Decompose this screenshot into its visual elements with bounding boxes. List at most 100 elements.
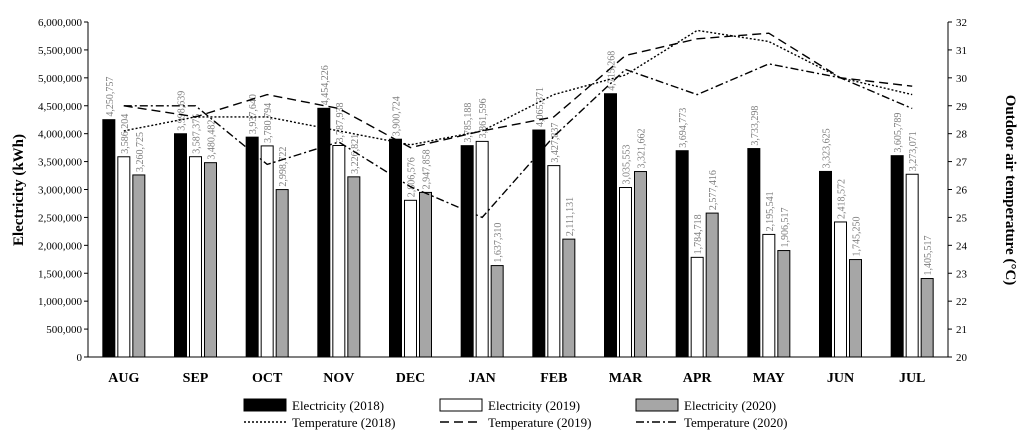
bar-value-label: 3,321,662 <box>637 129 648 169</box>
y-tick-label: 5,000,000 <box>38 73 83 85</box>
y-axis-label: Electricity (kWh) <box>11 134 27 246</box>
bar <box>747 148 761 358</box>
legend-swatch <box>439 398 483 412</box>
y-tick-label: 0 <box>77 352 83 364</box>
y-tick-label: 500,000 <box>46 324 82 336</box>
bar-value-label: 1,637,310 <box>493 223 504 263</box>
bar-labels: 4,250,757 3,998,639 3,937,640 4,454,226 3,90… <box>105 51 934 276</box>
y2-tick-label: 24 <box>956 240 968 252</box>
bar <box>532 129 546 358</box>
bar <box>819 170 832 358</box>
bar-value-label: 3,035,553 <box>622 145 633 185</box>
bar <box>174 133 187 358</box>
bar <box>389 138 402 358</box>
y2-tick-label: 26 <box>956 185 968 197</box>
bar <box>834 221 847 358</box>
legend-label: Temperature (2018) <box>292 415 395 430</box>
bar-value-label: 3,586,204 <box>120 114 131 154</box>
y2-tick-label: 31 <box>956 45 967 57</box>
bar-value-label: 3,861,596 <box>478 98 489 138</box>
x-tick-label: FEB <box>540 371 567 386</box>
legend-swatch <box>243 398 287 412</box>
bar-value-label: 3,226,821 <box>350 134 361 174</box>
bar-value-label: 2,806,576 <box>407 157 418 197</box>
bar <box>204 162 217 358</box>
bar-value-label: 3,427,837 <box>550 123 561 163</box>
legend-label: Electricity (2018) <box>292 398 384 413</box>
bar <box>890 155 904 358</box>
bar <box>634 171 647 358</box>
bar-value-label: 3,937,640 <box>248 94 259 134</box>
bar-value-label: 1,906,517 <box>780 208 791 248</box>
bar-value-label: 4,065,371 <box>535 87 546 127</box>
temperature-line <box>123 29 913 146</box>
bar <box>404 199 417 358</box>
axes: 0 500,000 1,000,000 1,500,000 2,000,000 2,500… <box>38 17 968 364</box>
y2-tick-label: 23 <box>956 268 968 280</box>
bar-value-label: 2,195,541 <box>765 191 776 231</box>
bar <box>604 93 617 358</box>
bar <box>460 145 474 358</box>
temperature-line <box>123 32 913 149</box>
bar-value-label: 3,605,789 <box>893 113 904 153</box>
temperature-lines <box>123 29 913 219</box>
bar <box>619 187 632 358</box>
y-tick-label: 2,500,000 <box>38 212 83 224</box>
bar-value-label: 3,780,794 <box>263 103 274 143</box>
bar <box>705 212 719 358</box>
bar <box>117 156 131 358</box>
bar <box>332 145 346 358</box>
bar-value-label: 1,745,250 <box>852 217 863 257</box>
bar-value-label: 4,454,226 <box>320 65 331 105</box>
bar-value-label: 3,733,298 <box>750 106 761 146</box>
bar-value-label: 1,405,517 <box>923 236 934 276</box>
y-tick-label: 5,500,000 <box>38 45 83 57</box>
y-tick-label: 4,500,000 <box>38 101 83 113</box>
bar <box>260 145 274 358</box>
bar <box>777 250 791 358</box>
x-tick-label: DEC <box>396 371 426 386</box>
x-tick-label: NOV <box>323 371 354 386</box>
bar-value-label: 3,323,625 <box>822 128 833 168</box>
x-tick-label: AUG <box>108 371 139 386</box>
bar <box>132 174 146 358</box>
bar <box>762 233 776 358</box>
x-tick-label: SEP <box>183 371 209 386</box>
bar <box>317 107 331 358</box>
bar-value-label: 2,998,722 <box>278 147 289 187</box>
y-tick-label: 3,000,000 <box>38 185 83 197</box>
y2-tick-label: 28 <box>956 129 968 141</box>
bar-value-label: 2,577,416 <box>708 170 719 210</box>
bar <box>690 256 704 358</box>
bar-value-label: 3,787,938 <box>335 103 346 143</box>
bar-value-label: 2,947,858 <box>422 149 433 189</box>
bars <box>102 93 934 358</box>
bar <box>849 259 862 358</box>
bar <box>275 189 289 358</box>
y-tick-label: 4,000,000 <box>38 129 83 141</box>
bar <box>547 165 561 358</box>
x-tick-label: APR <box>683 371 713 386</box>
x-tick-label: MAY <box>753 371 785 386</box>
x-tick-label: JAN <box>469 371 496 386</box>
y2-tick-label: 27 <box>956 157 968 169</box>
legend-label: Electricity (2020) <box>684 398 776 413</box>
bar-value-label: 2,418,572 <box>837 179 848 219</box>
bar-value-label: 3,260,725 <box>135 132 146 172</box>
bar-value-label: 3,785,188 <box>463 103 474 143</box>
bar-value-label: 4,715,268 <box>607 51 618 91</box>
y2-tick-label: 20 <box>956 352 968 364</box>
y-tick-label: 1,500,000 <box>38 268 83 280</box>
x-tick-label: MAR <box>609 371 643 386</box>
y2-tick-label: 32 <box>956 17 967 29</box>
bar <box>490 265 504 358</box>
y-tick-label: 2,000,000 <box>38 240 83 252</box>
bar <box>905 173 919 358</box>
bar-value-label: 3,480,482 <box>207 120 218 160</box>
y2-tick-label: 29 <box>956 101 968 113</box>
legend-label: Temperature (2019) <box>488 415 591 430</box>
bar <box>189 156 202 358</box>
x-tick-labels: AUG SEP OCT NOV DEC JAN FEB MAR APR MAY JUN JUL <box>108 371 925 386</box>
